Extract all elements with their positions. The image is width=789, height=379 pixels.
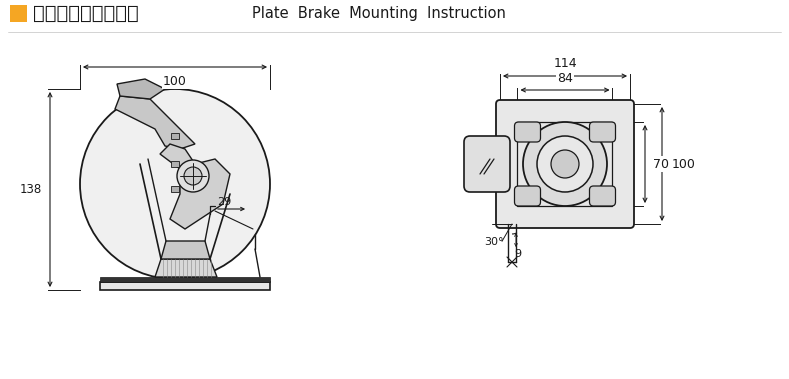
Text: 70: 70 xyxy=(653,158,669,171)
Circle shape xyxy=(537,136,593,192)
Text: 84: 84 xyxy=(557,72,573,85)
Text: Plate  Brake  Mounting  Instruction: Plate Brake Mounting Instruction xyxy=(252,6,506,21)
FancyBboxPatch shape xyxy=(589,186,615,206)
FancyBboxPatch shape xyxy=(514,186,540,206)
Polygon shape xyxy=(117,79,165,99)
Text: 100: 100 xyxy=(163,75,187,88)
FancyBboxPatch shape xyxy=(464,136,510,192)
Circle shape xyxy=(177,160,209,192)
Bar xyxy=(100,282,270,290)
Bar xyxy=(171,133,179,139)
Text: 138: 138 xyxy=(20,183,42,196)
FancyBboxPatch shape xyxy=(496,100,634,228)
Polygon shape xyxy=(160,144,230,229)
Circle shape xyxy=(523,122,607,206)
Text: 29: 29 xyxy=(217,197,231,207)
Text: 30°: 30° xyxy=(484,237,503,247)
Bar xyxy=(171,161,179,167)
FancyBboxPatch shape xyxy=(589,122,615,142)
Polygon shape xyxy=(155,259,217,277)
Text: 9: 9 xyxy=(514,249,521,259)
Text: 平顶刹车安装尺寸图: 平顶刹车安装尺寸图 xyxy=(33,4,139,23)
Text: 100: 100 xyxy=(672,158,696,171)
Circle shape xyxy=(80,89,270,279)
Circle shape xyxy=(184,167,202,185)
Bar xyxy=(100,277,270,282)
Circle shape xyxy=(551,150,579,178)
FancyBboxPatch shape xyxy=(514,122,540,142)
Polygon shape xyxy=(115,96,195,149)
Bar xyxy=(10,5,27,22)
Bar xyxy=(518,122,612,206)
Polygon shape xyxy=(161,241,210,259)
Text: 114: 114 xyxy=(553,57,577,70)
Bar xyxy=(171,186,179,192)
